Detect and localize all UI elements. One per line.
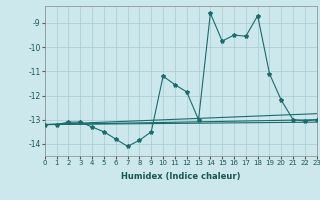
- X-axis label: Humidex (Indice chaleur): Humidex (Indice chaleur): [121, 172, 241, 181]
